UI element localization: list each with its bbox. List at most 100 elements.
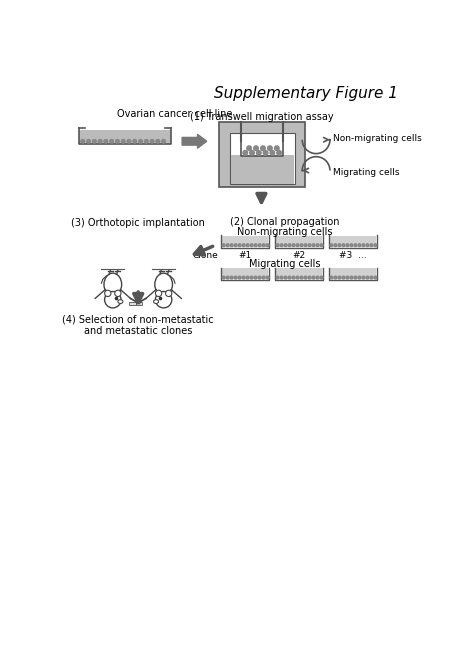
Circle shape bbox=[246, 276, 249, 279]
Circle shape bbox=[300, 244, 303, 246]
Circle shape bbox=[258, 276, 261, 279]
Circle shape bbox=[109, 139, 114, 143]
Text: Non-migrating cells: Non-migrating cells bbox=[333, 133, 422, 143]
Circle shape bbox=[320, 244, 323, 246]
Circle shape bbox=[354, 276, 357, 279]
Circle shape bbox=[266, 276, 269, 279]
Circle shape bbox=[280, 276, 283, 279]
Bar bbox=[330, 236, 376, 247]
Circle shape bbox=[86, 139, 91, 143]
FancyArrow shape bbox=[182, 134, 207, 148]
Circle shape bbox=[230, 244, 233, 246]
Text: Non-migrating cells: Non-migrating cells bbox=[237, 226, 332, 237]
Text: #1: #1 bbox=[238, 250, 252, 260]
Circle shape bbox=[284, 276, 287, 279]
Circle shape bbox=[304, 244, 307, 246]
Circle shape bbox=[256, 151, 261, 155]
Text: Migrating cells: Migrating cells bbox=[333, 167, 400, 177]
Circle shape bbox=[266, 244, 269, 246]
Circle shape bbox=[330, 276, 333, 279]
Circle shape bbox=[104, 290, 111, 297]
Circle shape bbox=[366, 244, 369, 246]
Ellipse shape bbox=[155, 273, 172, 296]
Ellipse shape bbox=[118, 299, 123, 303]
Circle shape bbox=[284, 244, 287, 246]
Text: Migrating cells: Migrating cells bbox=[249, 259, 320, 269]
Circle shape bbox=[288, 244, 291, 246]
Circle shape bbox=[156, 139, 160, 143]
Circle shape bbox=[92, 139, 96, 143]
Bar bbox=[330, 268, 376, 279]
Circle shape bbox=[243, 151, 248, 155]
Circle shape bbox=[274, 146, 279, 151]
Circle shape bbox=[366, 276, 369, 279]
Text: Ovarian cancer cell line: Ovarian cancer cell line bbox=[117, 109, 233, 119]
Bar bbox=[276, 236, 322, 247]
Circle shape bbox=[238, 244, 241, 246]
Circle shape bbox=[115, 290, 121, 297]
Circle shape bbox=[98, 139, 102, 143]
Circle shape bbox=[330, 244, 333, 246]
Text: (3) Orthotopic implantation: (3) Orthotopic implantation bbox=[71, 218, 205, 228]
Circle shape bbox=[296, 244, 299, 246]
Circle shape bbox=[350, 276, 353, 279]
Circle shape bbox=[254, 146, 258, 151]
Circle shape bbox=[150, 139, 154, 143]
Circle shape bbox=[254, 276, 257, 279]
Circle shape bbox=[234, 276, 237, 279]
Circle shape bbox=[362, 244, 365, 246]
Circle shape bbox=[280, 244, 283, 246]
Circle shape bbox=[270, 151, 274, 155]
Circle shape bbox=[358, 244, 361, 246]
Circle shape bbox=[354, 244, 357, 246]
Text: (4) Selection of non-metastatic
and metastatic clones: (4) Selection of non-metastatic and meta… bbox=[63, 315, 214, 336]
Circle shape bbox=[133, 139, 137, 143]
Circle shape bbox=[346, 276, 349, 279]
Circle shape bbox=[250, 151, 254, 155]
Circle shape bbox=[288, 276, 291, 279]
Circle shape bbox=[258, 244, 261, 246]
Text: #3  ...: #3 ... bbox=[339, 250, 367, 260]
Circle shape bbox=[338, 276, 341, 279]
Circle shape bbox=[312, 244, 315, 246]
Circle shape bbox=[338, 244, 341, 246]
Circle shape bbox=[250, 276, 253, 279]
Circle shape bbox=[277, 151, 281, 155]
Circle shape bbox=[308, 276, 311, 279]
Circle shape bbox=[222, 276, 225, 279]
Circle shape bbox=[139, 139, 143, 143]
Bar bbox=[230, 155, 294, 184]
Circle shape bbox=[234, 244, 237, 246]
Circle shape bbox=[230, 276, 233, 279]
Circle shape bbox=[246, 244, 249, 246]
Circle shape bbox=[292, 244, 295, 246]
Circle shape bbox=[342, 244, 345, 246]
Circle shape bbox=[263, 151, 268, 155]
Circle shape bbox=[222, 244, 225, 246]
Circle shape bbox=[350, 244, 353, 246]
Circle shape bbox=[121, 139, 126, 143]
Text: Clone: Clone bbox=[193, 250, 218, 260]
Circle shape bbox=[342, 276, 345, 279]
Circle shape bbox=[115, 139, 120, 143]
Text: #2: #2 bbox=[292, 250, 306, 260]
Circle shape bbox=[316, 276, 319, 279]
Circle shape bbox=[304, 276, 307, 279]
Circle shape bbox=[127, 139, 131, 143]
Circle shape bbox=[374, 276, 377, 279]
Circle shape bbox=[242, 276, 245, 279]
Circle shape bbox=[226, 244, 229, 246]
Circle shape bbox=[155, 290, 162, 297]
Circle shape bbox=[316, 244, 319, 246]
Circle shape bbox=[320, 276, 323, 279]
Circle shape bbox=[162, 139, 166, 143]
Circle shape bbox=[242, 244, 245, 246]
Circle shape bbox=[370, 276, 373, 279]
Ellipse shape bbox=[153, 299, 158, 303]
Circle shape bbox=[292, 276, 295, 279]
Circle shape bbox=[144, 139, 148, 143]
Circle shape bbox=[300, 276, 303, 279]
Circle shape bbox=[276, 244, 279, 246]
Circle shape bbox=[276, 276, 279, 279]
Bar bbox=[129, 302, 135, 305]
